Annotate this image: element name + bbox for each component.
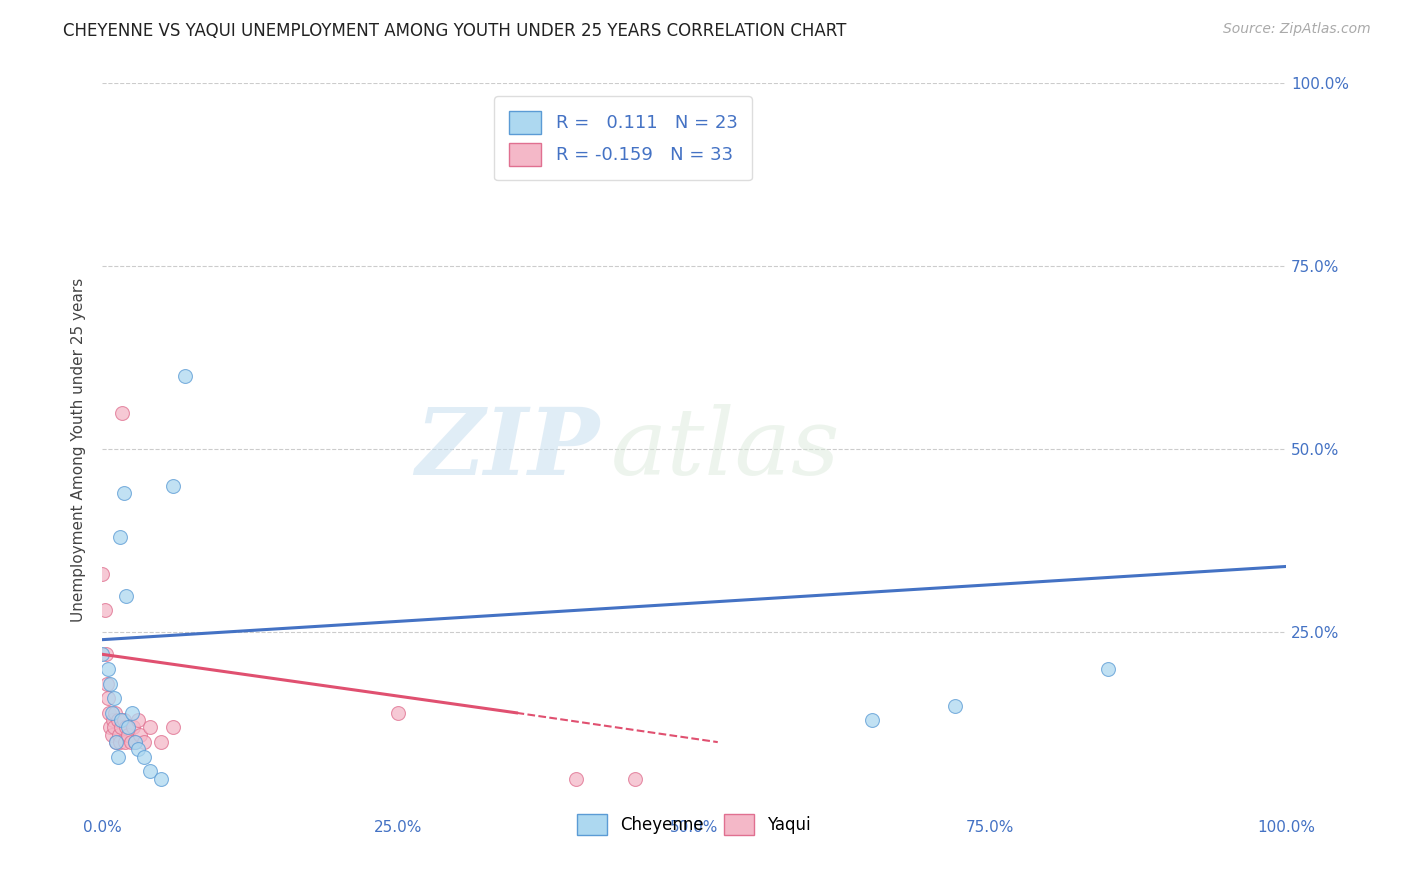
Point bbox=[174, 369, 197, 384]
Point bbox=[129, 728, 152, 742]
Point bbox=[103, 691, 125, 706]
Text: atlas: atlas bbox=[612, 404, 841, 494]
Point bbox=[112, 713, 135, 727]
Point bbox=[127, 742, 149, 756]
Point bbox=[162, 721, 184, 735]
Y-axis label: Unemployment Among Youth under 25 years: Unemployment Among Youth under 25 years bbox=[72, 277, 86, 622]
Point bbox=[105, 735, 128, 749]
Point bbox=[150, 772, 173, 786]
Point bbox=[94, 648, 117, 662]
Point bbox=[107, 749, 129, 764]
Point bbox=[564, 772, 586, 786]
Point bbox=[114, 735, 136, 749]
Point bbox=[107, 713, 129, 727]
Point bbox=[387, 706, 409, 720]
Point bbox=[860, 713, 883, 727]
Point bbox=[100, 728, 122, 742]
Point bbox=[127, 713, 149, 727]
Point bbox=[91, 566, 114, 581]
Point bbox=[100, 706, 122, 720]
Point bbox=[117, 728, 139, 742]
Point bbox=[96, 676, 118, 690]
Point bbox=[110, 721, 132, 735]
Point bbox=[150, 735, 173, 749]
Point bbox=[115, 721, 138, 735]
Point bbox=[111, 406, 134, 420]
Point bbox=[108, 530, 131, 544]
Point bbox=[107, 728, 129, 742]
Point bbox=[104, 706, 127, 720]
Point bbox=[138, 764, 160, 779]
Point bbox=[97, 691, 120, 706]
Point bbox=[91, 648, 114, 662]
Point bbox=[122, 721, 145, 735]
Point bbox=[98, 706, 121, 720]
Point bbox=[124, 735, 146, 749]
Point bbox=[100, 721, 122, 735]
Point bbox=[624, 772, 647, 786]
Point bbox=[110, 713, 132, 727]
Text: Source: ZipAtlas.com: Source: ZipAtlas.com bbox=[1223, 22, 1371, 37]
Point bbox=[105, 735, 128, 749]
Point bbox=[138, 721, 160, 735]
Point bbox=[93, 603, 115, 617]
Text: ZIP: ZIP bbox=[415, 404, 599, 494]
Point bbox=[1097, 662, 1119, 676]
Point bbox=[132, 749, 155, 764]
Text: CHEYENNE VS YAQUI UNEMPLOYMENT AMONG YOUTH UNDER 25 YEARS CORRELATION CHART: CHEYENNE VS YAQUI UNEMPLOYMENT AMONG YOU… bbox=[63, 22, 846, 40]
Point bbox=[115, 589, 138, 603]
Point bbox=[101, 713, 124, 727]
Point bbox=[124, 735, 146, 749]
Point bbox=[162, 479, 184, 493]
Point bbox=[112, 486, 135, 500]
Point bbox=[117, 721, 139, 735]
Point bbox=[943, 698, 966, 713]
Point bbox=[108, 735, 131, 749]
Point bbox=[103, 721, 125, 735]
Legend: Cheyenne, Yaqui: Cheyenne, Yaqui bbox=[569, 805, 820, 844]
Point bbox=[97, 662, 120, 676]
Point bbox=[121, 706, 143, 720]
Point bbox=[100, 676, 122, 690]
Point bbox=[132, 735, 155, 749]
Point bbox=[120, 735, 142, 749]
